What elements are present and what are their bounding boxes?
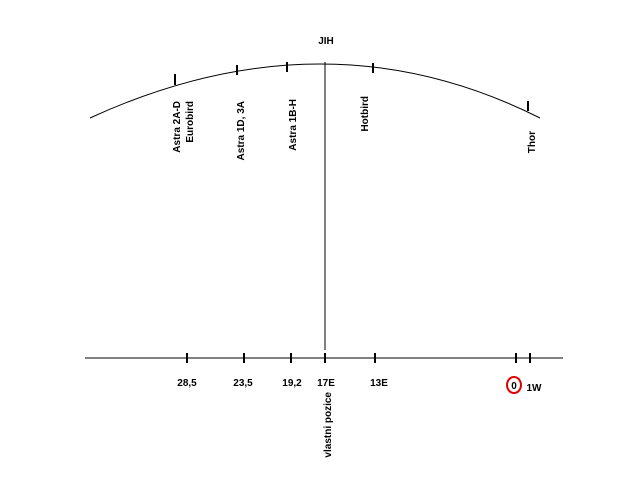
axis-label: 17E [317, 378, 335, 389]
satellite-label: Astra 1B-H [288, 99, 299, 151]
axis-label: 19,2 [282, 378, 302, 389]
own-position-label: vlastni pozice [323, 392, 334, 458]
axis-label: 0 [511, 381, 517, 392]
satellite-label: Astra 2A-D [172, 101, 183, 153]
axis-label: 1W [527, 383, 543, 394]
satellite-label: Hotbird [360, 96, 371, 132]
satellite-label: Thor [527, 131, 538, 153]
satellite-label: Astra 1D, 3A [236, 101, 247, 160]
title: JIH [318, 36, 334, 47]
highlight-circle [506, 376, 522, 394]
axis-label: 23,5 [233, 378, 253, 389]
orbit-arc [89, 63, 541, 119]
axis-label: 28,5 [177, 378, 197, 389]
satellite-label: Eurobird [185, 101, 196, 143]
axis-label: 13E [370, 378, 388, 389]
